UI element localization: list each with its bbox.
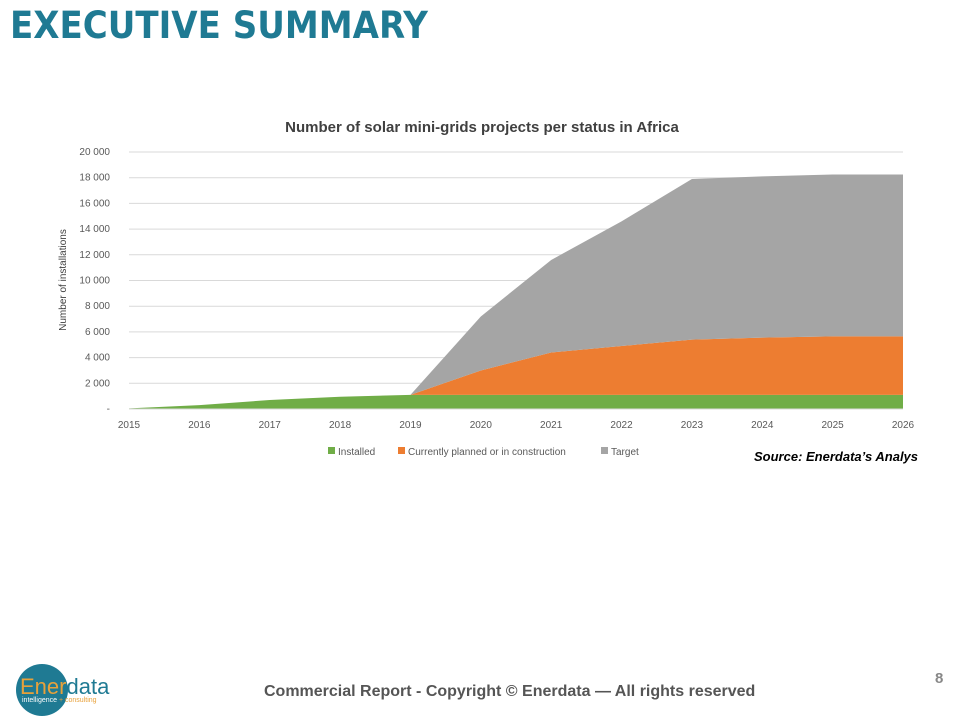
y-tick-label: 20 000 bbox=[79, 147, 110, 158]
legend-label: Installed bbox=[338, 447, 375, 458]
x-tick-label: 2022 bbox=[610, 420, 633, 431]
logo-tagline: intelligence + consulting bbox=[22, 697, 97, 704]
footer-copyright: Commercial Report - Copyright © Enerdata… bbox=[264, 683, 756, 700]
x-tick-label: 2023 bbox=[681, 420, 704, 431]
logo-text-b: data bbox=[66, 674, 110, 699]
x-tick-label: 2025 bbox=[822, 420, 845, 431]
y-tick-label: 2 000 bbox=[85, 378, 110, 389]
legend-swatch bbox=[601, 447, 608, 454]
logo-tagline-b: + consulting bbox=[58, 697, 97, 704]
area-series-currently-planned-or-in-construction bbox=[129, 336, 903, 409]
y-tick-label: 6 000 bbox=[85, 327, 110, 338]
legend-swatch bbox=[328, 447, 335, 454]
legend-swatch bbox=[398, 447, 405, 454]
legend-label: Target bbox=[611, 447, 639, 458]
area-chart: Number of solar mini-grids projects per … bbox=[58, 119, 915, 458]
page-number: 8 bbox=[935, 670, 944, 687]
y-axis-label: Number of installations bbox=[58, 229, 69, 331]
y-tick-label: 10 000 bbox=[79, 276, 110, 287]
y-tick-label: - bbox=[107, 404, 110, 415]
area-series-installed bbox=[129, 394, 903, 409]
x-tick-label: 2019 bbox=[399, 420, 422, 431]
logo-wordmark: Enerdata bbox=[20, 674, 109, 700]
y-tick-label: 14 000 bbox=[79, 224, 110, 235]
y-tick-label: 12 000 bbox=[79, 250, 110, 261]
area-series-target bbox=[129, 174, 903, 409]
enerdata-logo bbox=[16, 664, 68, 716]
x-tick-label: 2021 bbox=[540, 420, 563, 431]
y-tick-label: 18 000 bbox=[79, 173, 110, 184]
x-tick-label: 2026 bbox=[892, 420, 915, 431]
source-note: Source: Enerdata’s Analys bbox=[754, 449, 919, 464]
x-tick-label: 2015 bbox=[118, 420, 141, 431]
x-tick-label: 2016 bbox=[188, 420, 211, 431]
page-title: EXECUTIVE SUMMARY bbox=[10, 4, 428, 47]
x-tick-label: 2020 bbox=[470, 420, 493, 431]
x-tick-label: 2017 bbox=[259, 420, 282, 431]
chart-title: Number of solar mini-grids projects per … bbox=[285, 119, 679, 136]
legend-label: Currently planned or in construction bbox=[408, 447, 566, 458]
y-tick-label: 4 000 bbox=[85, 353, 110, 364]
logo-text-a: Ener bbox=[20, 674, 67, 699]
y-tick-label: 16 000 bbox=[79, 198, 110, 209]
x-tick-label: 2018 bbox=[329, 420, 352, 431]
logo-tagline-a: intelligence bbox=[22, 697, 58, 704]
x-tick-label: 2024 bbox=[751, 420, 774, 431]
y-tick-label: 8 000 bbox=[85, 301, 110, 312]
